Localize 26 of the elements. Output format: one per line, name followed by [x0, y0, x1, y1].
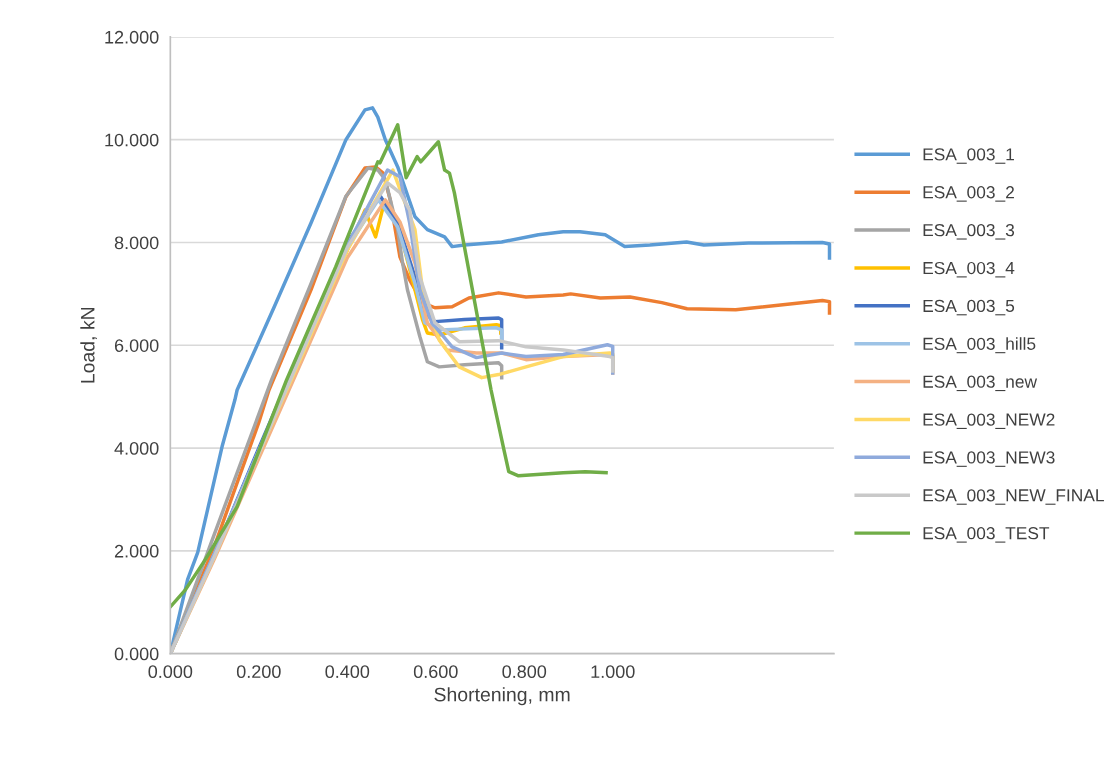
y-tick-label: 10.000 [105, 133, 159, 147]
legend-label: ESA_003_TEST [923, 527, 1050, 543]
y-tick-label: 4.000 [114, 442, 159, 455]
legend-label: ESA_003_hill5 [923, 337, 1036, 354]
legend-label: ESA_003_5 [923, 299, 1015, 316]
y-tick-label: 0.000 [114, 647, 159, 661]
legend-label: ESA_003_3 [923, 223, 1015, 240]
y-axis-title: Load, kN [80, 307, 97, 383]
x-tick-label: 0.200 [236, 665, 281, 679]
x-tick-label: 1.000 [591, 665, 635, 679]
x-tick-label: 0.600 [413, 665, 458, 679]
y-tick-label: 6.000 [114, 339, 159, 352]
x-tick-label: 0.000 [148, 665, 193, 679]
y-tick-label: 12.000 [105, 30, 159, 44]
legend-label: ESA_003_1 [923, 148, 1014, 164]
legend-label: ESA_003_NEW_FINAL [923, 489, 1104, 505]
legend-label: ESA_003_2 [923, 186, 1014, 202]
x-tick-label: 0.400 [325, 665, 370, 679]
y-tick-label: 2.000 [114, 544, 159, 558]
legend-label: ESA_003_NEW3 [923, 451, 1055, 467]
y-tick-label: 8.000 [114, 236, 159, 250]
x-tick-label: 0.800 [502, 665, 547, 679]
legend-label: ESA_003_NEW2 [923, 413, 1055, 429]
legend-label: ESA_003_4 [923, 261, 1015, 278]
legend-label: ESA_003_new [923, 375, 1038, 392]
x-axis-title: Shortening, mm [434, 687, 570, 706]
